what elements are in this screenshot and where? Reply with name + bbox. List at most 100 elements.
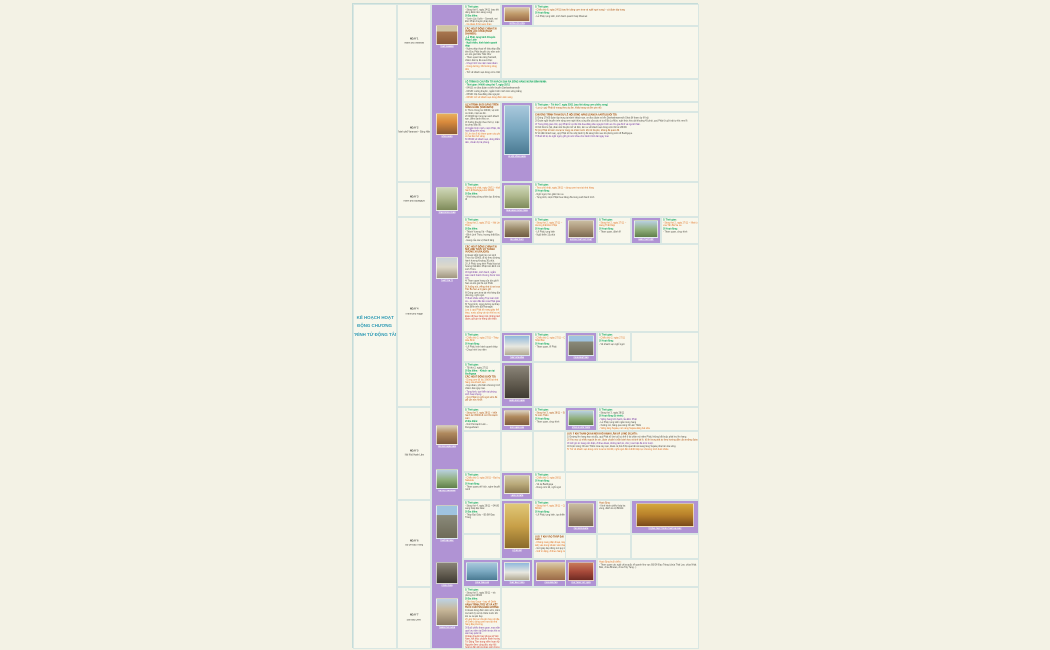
photo-caption: ĐẠI HỌC NALANDA <box>438 490 456 492</box>
text-line: 2/ Địa điểm: <box>465 14 478 17</box>
text-line: Hoạt động: <box>599 501 611 505</box>
text-line: 2/ Hoạt động: <box>535 510 550 513</box>
text-line: 2/ Hoạt động: <box>599 339 614 343</box>
day7-departure-info: 1/ Thời gian: - Sáng thứ 5, ngày 30/11 –… <box>463 587 501 649</box>
day6-temple-notes: LƯU Ý KHI VÀO THÁP ĐẠI GIÁC: - Không man… <box>533 534 569 559</box>
photo-caption: LỄ HỘI SÔNG HẰNG <box>508 156 526 158</box>
text-line: 1/ Thời gian: <box>535 5 549 9</box>
day6-circumambulation-info: Hoạt động: - Kinh hành nhiễu tháp ba vòn… <box>597 500 631 534</box>
text-line: 2/ Địa điểm: - Khách sạn tại Bodhgaya <box>465 369 495 375</box>
valley-photo <box>568 410 594 426</box>
day5-nalanda-info: 1/ Thời gian: - Chiều thứ 3, ngày 28/11 … <box>463 472 501 500</box>
text-line: - Tham quan phế tích, nghe thuyết minh <box>465 485 500 491</box>
day2-evening-time: 1/ Thời gian: - Tối thứ 7, ngày 25/11 (s… <box>533 102 699 112</box>
text-line: - Ngồi thiền 15 phút <box>535 233 556 237</box>
text-line: 2/ Địa điểm: <box>465 597 478 600</box>
text-line: 3/ Buổi chiều tham quan, mua sắm quà lưu… <box>465 626 501 635</box>
text-line: - Chiều thứ 3, ngày 28/11 <box>535 476 561 480</box>
text-line: 1/ Đoàn khởi hành lên núi Linh Thứu lúc … <box>465 254 500 263</box>
mountain-photo <box>436 425 458 445</box>
japanese-temple-photo <box>568 335 594 356</box>
photo-caption: CỘI BỒ ĐỀ <box>512 550 522 552</box>
text-line: 1/ Thời gian: <box>663 218 677 222</box>
day-label-cell: NGÀY 7 Sân bay Delhi <box>397 587 431 649</box>
day2-route-info: LỘ TRÌNH DI CHUYỂN TỪ KHÁCH SẠN RA SÔNG … <box>463 79 699 102</box>
street-photo <box>568 503 594 527</box>
text-line: 4/ Đáp chuyến bay khuya về Việt Nam, kết… <box>465 635 501 649</box>
text-line: - Dùng cơm tối lúc 19h00 tại nhà hàng củ… <box>465 378 499 384</box>
photo-nalanda-university: ĐẠI HỌC NALANDA <box>434 467 460 497</box>
text-line: - Trở về khách sạn dùng cơm chiều <box>465 71 501 74</box>
photo-caption: THÀNH PHỐ GAYA <box>438 627 456 629</box>
photo-caption: HANG KHỔ HẠNH <box>509 400 525 402</box>
text-line: - Kinh hành nhiễu tháp ba vòng, đảnh lễ … <box>599 504 626 510</box>
photo-cell-bodhgaya-street: PHỐ BODHGAYA <box>565 500 597 534</box>
photo-caption: TƯỢNG PHẬT TRONG THÁP ĐẠI GIÁC <box>648 528 682 530</box>
day4-vulture-peak-info: 1/ Thời gian: - Sáng thứ 2, ngày 27/11 –… <box>463 217 501 244</box>
day-place: Thành phố Rajgir <box>405 312 423 316</box>
photo-caption: CỔNG CHÙA <box>441 585 453 587</box>
text-line: 2/ Hoạt động: <box>465 342 480 345</box>
text-line: 2/ Hoạt động: <box>599 227 614 230</box>
text-line: 1/ Đường lên hang hẹp và dốc, quý Phật t… <box>567 435 687 439</box>
text-line: 1/ Thời gian: <box>535 333 549 337</box>
text-line: - Chụp hình lưu niệm toàn đoàn <box>465 62 498 65</box>
text-line: 2/ Lễ Phật, tụng kinh Pháp Hoa tại hương… <box>465 262 500 271</box>
text-line: - Tụng kinh, niệm Phật theo băng đĩa tro… <box>535 196 595 199</box>
text-line: 1/ Thời gian: <box>465 408 479 412</box>
photo-cell-ganga-aarti: LỄ HỘI SÔNG HẰNG <box>501 102 533 182</box>
cave-hill-photo <box>634 220 658 238</box>
text-line: 2/ Hoạt động (lộ trình): <box>599 414 624 418</box>
photo-cell-sattapanni-cave: HANG THẤT DIỆP <box>631 217 661 244</box>
day-number: NGÀY 3 <box>409 196 419 199</box>
text-line: 2/ Địa điểm: <box>465 510 478 513</box>
text-line: - Lễ Phật, tụng kinh ngắn trong hang <box>599 421 637 424</box>
text-line: CHƯƠNG TRÌNH THAM DỰ LỄ HỘI SÔNG HẰNG (G… <box>535 113 618 117</box>
photo-caption: NHÀ HÀNG DỪNG CHÂN <box>506 210 528 212</box>
photo-cell-dungeshwari: KHỔ HẠNH LÂM <box>501 407 533 431</box>
day4-japanese-temple-info: 1/ Thời gian: - Chiều thứ 2, ngày 27/11 … <box>533 332 569 362</box>
text-line: - Sáng thứ 5, ngày 30/11 – trả phòng lúc… <box>465 591 496 597</box>
text-line: 8/ Tụng kinh, cúng dường tại tháp Hòa Bì… <box>465 303 500 309</box>
text-line: - Vườn Lộc Uyển – Sarnath, nơi Đức Phật … <box>465 17 498 23</box>
photo-caption: THÁP TRÀ TỲ <box>441 280 453 282</box>
text-line: 1/ Thời gian: <box>465 473 479 477</box>
text-line: - Ngồi thiền, kinh hành quanh tháp <box>465 42 498 48</box>
text-line: - Viếng hang khổ hạnh của Đức Phật <box>599 418 637 421</box>
day4-activities-detail: CÁC HOẠT ĐỘNG CHÍNH TẠI NÚI LINH THỨU VÀ… <box>463 244 501 332</box>
text-line: 2/ Địa điểm: <box>465 227 478 230</box>
text-line: 2/ Địa điểm: <box>465 192 478 195</box>
text-line: - Lễ Phật, tụng kinh, kinh hành quanh th… <box>535 15 588 18</box>
text-line: - Chiều thứ 2, ngày 27/11 <box>599 336 625 340</box>
plan-title-cell: KẾ HOẠCH HOẠT ĐỘNG CHƯƠNG TRÌNH TỨ ĐỘNG … <box>353 4 397 649</box>
text-line: - Đỉnh Linh Thứu, hương thất Đức Phật <box>465 233 500 239</box>
day-label-cell: NGÀY 1 Thành phố Varanasi <box>397 4 431 79</box>
text-line: 1/ Thời gian: <box>465 501 479 505</box>
day4-prison-info: 1/ Thời gian: - Sáng thứ 2, ngày 27/11 –… <box>661 217 699 244</box>
day-place: Thành phố Bodhgaya <box>403 200 425 203</box>
day-place: Bồ Đề Đạo Tràng <box>405 544 423 547</box>
campus-photo <box>436 469 458 489</box>
empty-cell <box>463 534 501 559</box>
text-line: 2/ Hoạt động: <box>663 227 678 230</box>
text-line: 6/ Về đến khách sạn, quý Phật tử thu xếp… <box>535 132 633 135</box>
day4-scented-hut-info: 1/ Thời gian: - Sáng thứ 2, ngày 27/11 –… <box>533 217 569 244</box>
text-line: - Tham quan, chụp hình <box>535 420 560 424</box>
text-line: 1/ Thời gian: <box>535 218 549 222</box>
photo-ganges-river: SÔNG HẰNG <box>434 111 460 143</box>
text-line: - Sáng thứ 3, ngày 28/11 – Sông Ni Liên … <box>535 411 569 417</box>
text-line: - Về lại Bodhgaya <box>535 483 554 486</box>
day1-activities-detail: CÁC HOẠT ĐỘNG CHÍNH TẠI VƯỜN LỘC UYỂN (T… <box>463 26 501 79</box>
text-line: 1/ Thức chúng lúc 03h30, vệ sinh cá nhân… <box>465 109 499 115</box>
text-line: Lưu ý: quý Phật tử mang giày thể thao, n… <box>465 309 501 315</box>
text-line: 6/ 06h30 về khách sạn, dùng điểm tâm, ch… <box>465 138 500 144</box>
photo-cell-sujata-village: LÀNG SUJATA <box>501 472 533 500</box>
text-line: - Cúng dường, hồi hướng công đức <box>465 65 497 71</box>
day-number: NGÀY 1 <box>409 38 419 41</box>
text-line: Hoạt động buổi chiều: <box>599 560 622 564</box>
photo-cell-austerity-cave: HANG KHỔ HẠNH <box>501 362 533 407</box>
text-line: - Tham quan, đảnh lễ <box>599 230 621 234</box>
cliff-photo <box>504 410 530 426</box>
empty-cell <box>501 431 533 472</box>
day-number: NGÀY 2 <box>409 127 419 130</box>
